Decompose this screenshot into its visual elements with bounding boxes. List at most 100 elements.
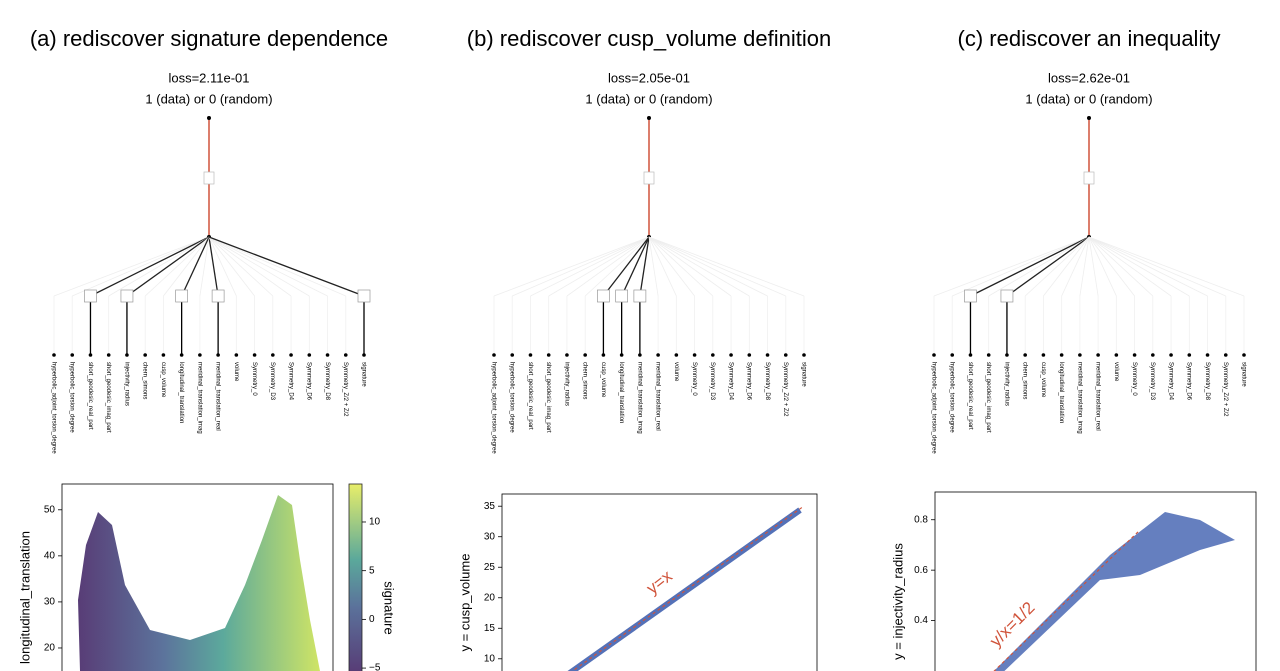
edge [988,236,1090,297]
y-tick-label: 0.8 [914,514,928,525]
input-label: meridinal_translation_real [655,362,661,431]
input-node [234,353,239,357]
colorbar-tick-label: 5 [369,565,375,576]
y-tick-label: 0.6 [914,565,928,576]
input-node [692,353,697,357]
input-node [802,353,806,357]
input-label: meridinal_translation_imag [196,362,202,434]
edge [648,236,786,297]
input-label: hyperbolic_torsion_degree [949,362,955,433]
input-label: cusp_volume [600,362,606,398]
input-label: Symmetry_Z/2 + Z/2 [1222,362,1228,417]
y-tick-label: 30 [44,597,56,608]
input-node [343,353,348,357]
edge [1024,236,1090,297]
y-axis-label: y = injectivity_radius [890,543,905,660]
edge [1088,236,1226,297]
input-label: longitudinal_translation [1058,362,1064,423]
edge [199,236,210,297]
input-label: chern_simons [142,362,148,399]
y-tick-label: 10 [484,653,496,664]
output-label: 1 (data) or 0 (random) [585,91,712,106]
edge [53,236,210,297]
input-node [783,353,788,357]
input-node [528,353,533,357]
activation-box [1000,289,1014,303]
edge [208,236,237,297]
y-tick-label: 20 [44,643,56,654]
input-node [656,353,660,357]
input-label: Symmetry_D6 [306,362,312,401]
input-node [52,353,56,357]
input-node [1223,353,1228,357]
input-node [986,353,991,357]
input-label: cusp_volume [1040,362,1046,398]
input-label: hyperbolic_adjoint_torsion_degree [50,362,56,454]
input-label: Symmetry_D4 [287,362,293,401]
input-node [619,353,624,357]
activation-box [175,289,188,303]
y-axis-label: longitudinal_translation [17,531,32,664]
edge [648,236,659,297]
edge [1088,236,1154,297]
input-node [179,353,184,357]
edge [530,236,650,297]
input-label: Symmetry_D3 [269,362,275,401]
activation-box [615,289,628,303]
input-label: Symmetry_0 [251,362,257,396]
edge [493,236,650,297]
node [647,116,651,120]
edge [208,236,292,297]
input-label: Symmetry_D8 [764,362,770,401]
edge [548,236,650,297]
input-label: meridinal_translation_imag [1076,362,1082,434]
input-label: injectivity_radius [1003,362,1009,406]
input-node [1078,353,1082,357]
input-node [729,353,733,357]
output-label: 1 (data) or 0 (random) [1025,91,1152,106]
input-node [1242,353,1246,357]
input-label: Symmetry_D3 [709,362,715,401]
edge [1088,236,1099,297]
edge [648,236,750,297]
input-node [362,353,366,357]
input-label: short_geodesic_real_part [527,362,533,430]
input-node [1096,353,1100,357]
activation-box [120,289,134,303]
input-label: hyperbolic_adjoint_torsion_degree [930,362,936,454]
input-label: hyperbolic_torsion_degree [509,362,515,433]
input-node [198,353,202,357]
input-label: chern_simons [1022,362,1028,399]
activation-box [203,171,215,185]
input-label: signature [1240,362,1246,387]
edge [648,236,805,297]
edge [648,236,714,297]
input-label: meridinal_translation_real [215,362,221,431]
activation-box [964,289,977,303]
edge [1088,236,1208,297]
colorbar [348,483,363,671]
y-tick-label: 20 [484,592,496,603]
input-node [216,353,220,357]
input-node [289,353,293,357]
edge [621,236,650,297]
input-node [1132,353,1137,357]
edge [1088,236,1190,297]
plot-frame [61,483,334,671]
edge [208,236,328,297]
edge [1043,236,1090,297]
scatter-wedge [993,512,1235,671]
y-tick-label: 0.4 [914,615,928,626]
edge [72,236,210,297]
input-node [307,353,312,357]
edge [639,236,650,297]
input-node [601,353,606,357]
edge [1088,236,1172,297]
colorbar-tick-label: 0 [369,614,375,625]
input-node [325,353,330,357]
activation-box [643,171,655,185]
edge [1088,236,1117,297]
input-label: injectivity_radius [123,362,129,406]
y-tick-label: 50 [44,504,56,515]
activation-box [1083,171,1095,185]
